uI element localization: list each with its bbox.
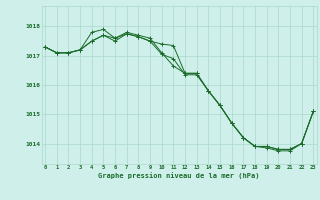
X-axis label: Graphe pression niveau de la mer (hPa): Graphe pression niveau de la mer (hPa) (99, 172, 260, 179)
